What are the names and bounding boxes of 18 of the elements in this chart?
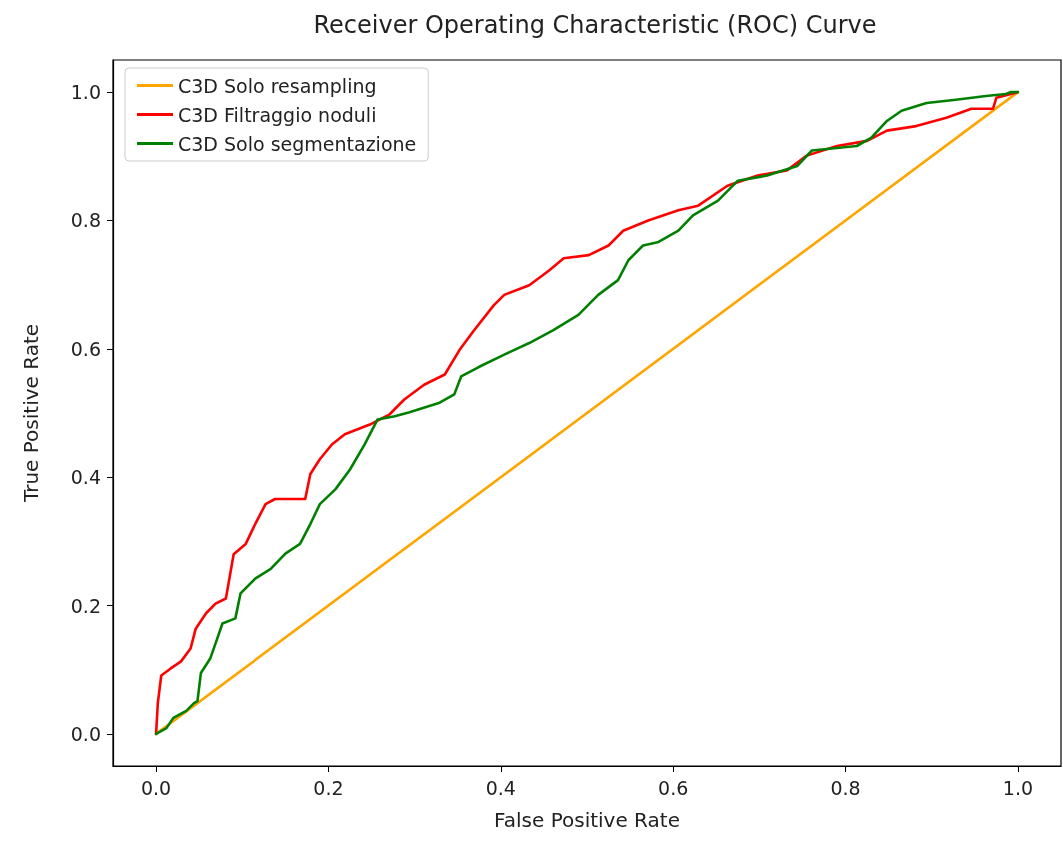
y-tick-label: 0.6	[70, 337, 101, 360]
x-tick-label: 0.8	[830, 776, 861, 799]
x-tick-label: 0.0	[140, 776, 172, 799]
legend-label: C3D Filtraggio noduli	[178, 103, 377, 126]
y-tick-label: 0.2	[70, 594, 101, 617]
y-tick-label: 0.4	[70, 466, 101, 489]
x-tick-label: 0.2	[313, 776, 344, 799]
x-tick-label: 1.0	[1002, 776, 1034, 799]
legend-label: C3D Solo resampling	[178, 74, 377, 97]
legend-label: C3D Solo segmentazione	[178, 132, 417, 155]
x-tick-label: 0.4	[485, 776, 516, 799]
y-axis-title: True Positive Rate	[19, 323, 43, 504]
chart-title: Receiver Operating Characteristic (ROC) Curve	[313, 11, 877, 39]
y-tick-label: 0.0	[70, 722, 101, 745]
x-tick-label: 0.6	[658, 776, 689, 799]
y-tick-label: 1.0	[70, 81, 101, 104]
x-axis-title: False Positive Rate	[494, 808, 680, 832]
y-tick-label: 0.8	[70, 209, 101, 232]
